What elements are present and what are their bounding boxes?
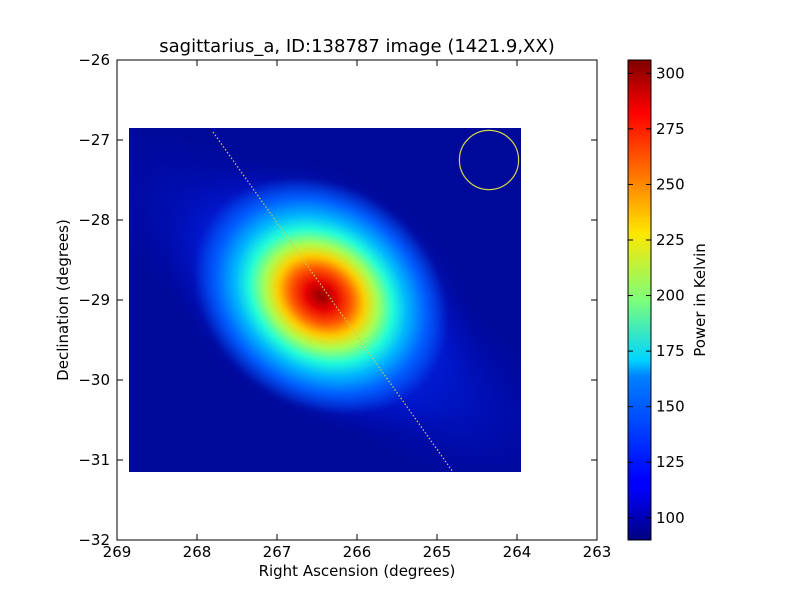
y-tick-label: −32 <box>78 531 110 549</box>
y-tick-label: −30 <box>78 371 110 389</box>
y-tick-label: −27 <box>78 131 110 149</box>
y-tick-label: −26 <box>78 51 110 69</box>
chart-title: sagittarius_a, ID:138787 image (1421.9,X… <box>159 36 555 57</box>
x-tick-label: 266 <box>343 543 372 561</box>
colorbar-tick-label: 225 <box>656 231 685 249</box>
x-axis-ticks: 269 268 267 266 265 264 263 <box>103 60 612 561</box>
y-tick-label: −28 <box>78 211 110 229</box>
galactic-plane-line <box>212 131 454 473</box>
colorbar-tick-label: 150 <box>656 398 685 416</box>
colorbar <box>627 59 652 541</box>
x-tick-label: 269 <box>103 543 132 561</box>
x-tick-label: 265 <box>423 543 452 561</box>
colorbar-tick-label: 250 <box>656 175 685 193</box>
colorbar-tick-label: 125 <box>656 453 685 471</box>
colorbar-tick-label: 175 <box>656 342 685 360</box>
y-axis-label: Declination (degrees) <box>54 219 72 381</box>
x-tick-label: 264 <box>503 543 532 561</box>
colorbar-tick-label: 275 <box>656 120 685 138</box>
sagittarius-a-emission-peak <box>193 177 449 415</box>
x-axis-label: Right Ascension (degrees) <box>259 562 456 580</box>
beam-size-circle <box>458 129 520 191</box>
colorbar-tick-label: 200 <box>656 287 685 305</box>
colorbar-ticks: 100 125 150 175 200 225 250 275 300 <box>628 64 685 527</box>
y-axis-ticks: −26 −27 −28 −29 −30 −31 −32 <box>78 51 597 549</box>
y-tick-label: −29 <box>78 291 110 309</box>
colorbar-tick-label: 300 <box>656 64 685 82</box>
x-tick-label: 267 <box>263 543 292 561</box>
colorbar-label: Power in Kelvin <box>691 243 709 357</box>
colorbar-tick-label: 100 <box>656 509 685 527</box>
x-tick-label: 268 <box>183 543 212 561</box>
x-tick-label: 263 <box>583 543 612 561</box>
y-tick-label: −31 <box>78 451 110 469</box>
intensity-map <box>129 128 521 472</box>
